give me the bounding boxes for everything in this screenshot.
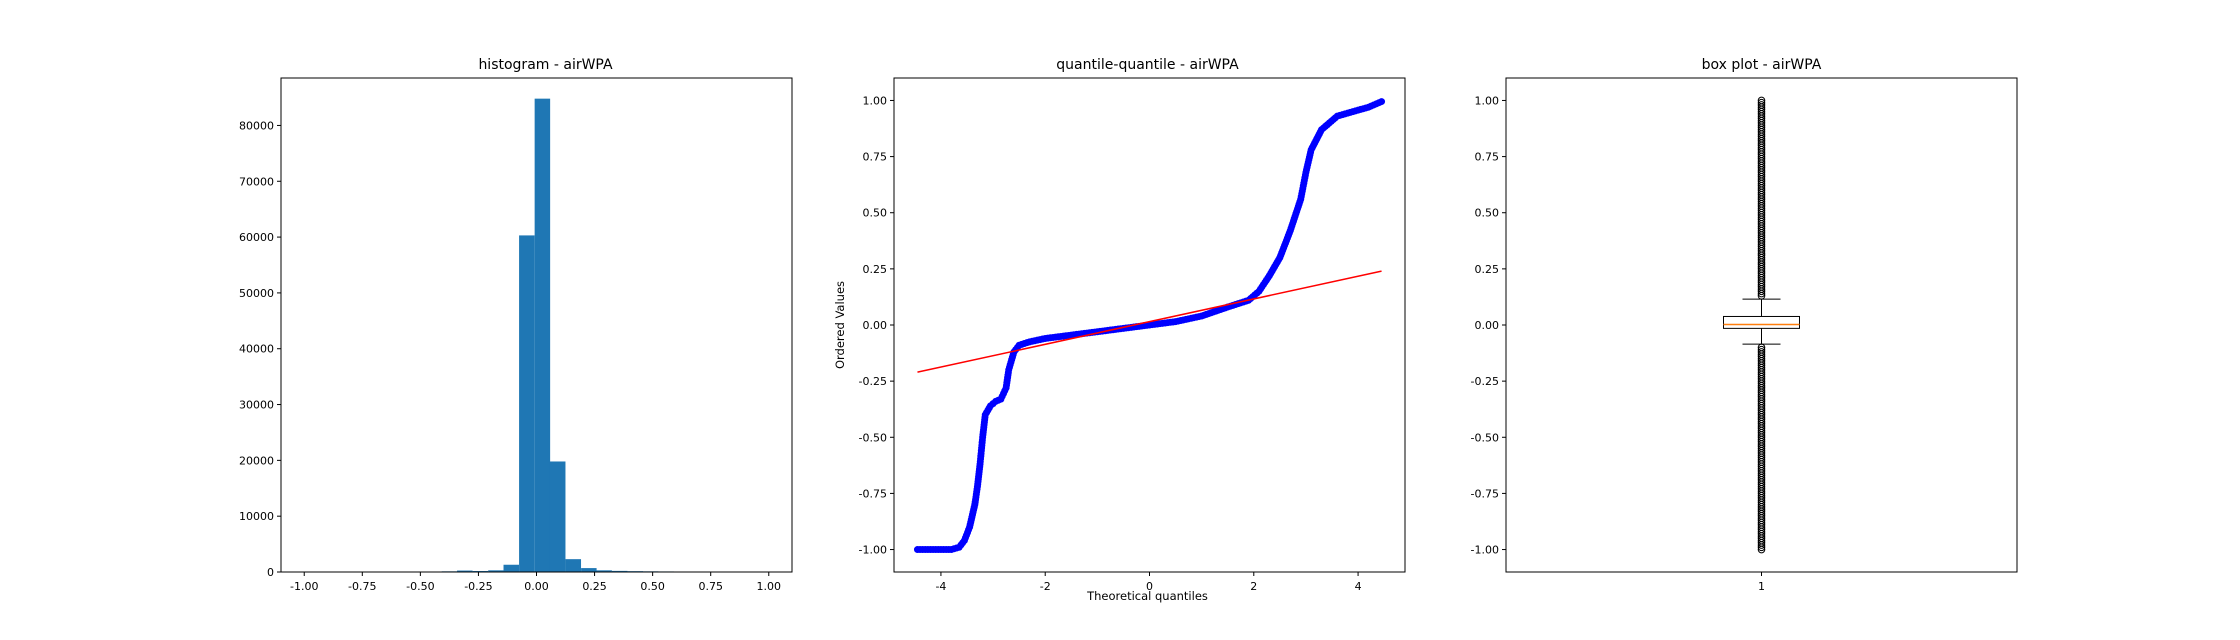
boxplot-outlier [1757,545,1766,554]
histogram-bar [549,461,566,572]
boxplot-y-tick-label: 0.00 [1475,319,1500,332]
boxplot-y-tick-label: 0.25 [1475,263,1500,276]
qq-y-label: Ordered Values [833,281,847,369]
qq-x-tick-label: -2 [1040,580,1051,593]
boxplot-title: box plot - airWPA [1702,57,1822,73]
histogram-y-tick-label: 40000 [239,343,274,356]
qq-panel: quantile-quantile - airWPA -4 -2 0 2 4 -1.00… [833,57,1406,603]
qq-x-tick-label: 2 [1250,580,1257,593]
qq-x-label: Theoretical quantiles [1086,589,1208,603]
histogram-y-tick-label: 10000 [239,510,274,523]
histogram-axes-frame [280,77,793,573]
histogram-bar [472,570,489,572]
boxplot-y-tick-label: -0.75 [1471,487,1499,500]
histogram-bar [565,559,582,572]
histogram-panel: histogram - airWPA -1.00 -0.75 -0.50 -0.25 0… [239,57,793,593]
boxplot-outlier [1757,287,1766,296]
boxplot-x-tick-label: 1 [1758,580,1765,593]
boxplot-y-tick-label: -1.00 [1471,544,1499,557]
histogram-y-tick-label: 30000 [239,399,274,412]
histogram-x-tick-label: 0.50 [640,580,665,593]
boxplot-box-group [1723,298,1800,345]
boxplot-outliers [1757,96,1766,554]
histogram-y-ticks: 0 10000 20000 30000 40000 50000 60000 70000 8000… [239,119,281,579]
histogram-title: histogram - airWPA [478,57,613,73]
qq-y-tick-label: 0.50 [863,207,888,220]
histogram-bar [581,568,597,572]
boxplot-outlier [1757,543,1766,552]
histogram-x-tick-label: 1.00 [757,580,782,593]
boxplot-outlier [1757,541,1766,549]
qq-points [913,98,1386,554]
histogram-x-tick-label: 0.25 [582,580,607,593]
qq-y-tick-label: -0.25 [859,375,887,388]
histogram-y-tick-label: 50000 [239,287,274,300]
boxplot-outlier [1757,289,1766,298]
qq-fit-line [917,270,1382,373]
histogram-y-tick-label: 0 [267,566,274,579]
boxplot-y-ticks: -1.00 -0.75 -0.50 -0.25 0.00 0.25 0.50 0.75 1.00 [1471,94,1506,557]
qq-y-tick-label: 1.00 [863,94,888,107]
qq-x-tick-label: -4 [935,580,946,593]
boxplot-y-tick-label: 1.00 [1475,94,1500,107]
histogram-y-tick-label: 20000 [239,454,274,467]
histogram-bar [503,564,520,572]
qq-y-ticks: -1.00 -0.75 -0.50 -0.25 0.00 0.25 0.50 0.75 1.00 [859,94,894,557]
qq-y-tick-label: 0.25 [863,263,888,276]
histogram-y-tick-label: 70000 [239,175,274,188]
qq-title: quantile-quantile - airWPA [1056,57,1239,73]
boxplot-y-tick-label: -0.25 [1471,375,1499,388]
boxplot-y-tick-label: -0.50 [1471,431,1499,444]
histogram-x-ticks: -1.00 -0.75 -0.50 -0.25 0.00 0.25 0.50 0.75 1.00 [290,572,781,593]
boxplot-panel: box plot - airWPA 1 -1.00 -0.75 -0.50 -0.25… [1471,57,2018,593]
qq-x-ticks: -4 -2 0 2 4 [935,572,1362,593]
qq-point [1378,98,1386,106]
histogram-bar [611,570,628,572]
qq-x-tick-label: 4 [1355,580,1362,593]
histogram-x-tick-label: 0.75 [698,580,723,593]
qq-y-tick-label: -1.00 [859,544,887,557]
qq-y-tick-label: 0.75 [863,151,888,164]
qq-axes-frame [893,77,1406,573]
qq-y-tick-label: -0.75 [859,487,887,500]
histogram-x-tick-label: 0.00 [524,580,549,593]
histogram-y-tick-label: 80000 [239,119,274,132]
boxplot-y-tick-label: 0.75 [1475,151,1500,164]
qq-y-tick-label: -0.50 [859,431,887,444]
histogram-bar [488,570,504,572]
qq-y-tick-label: 0.00 [863,319,888,332]
histogram-bar [519,235,535,573]
qq-x-tick-label: 0 [1146,580,1153,593]
histogram-x-tick-label: -0.50 [406,580,434,593]
histogram-bar [596,570,612,572]
histogram-x-tick-label: -1.00 [290,580,318,593]
histogram-x-tick-label: -0.25 [464,580,492,593]
histogram-y-tick-label: 60000 [239,231,274,244]
histogram-bar [457,570,473,572]
boxplot-box [1723,315,1800,329]
histogram-bar [534,98,551,572]
boxplot-y-tick-label: 0.50 [1475,207,1500,220]
histogram-x-tick-label: -0.75 [348,580,376,593]
boxplot-axes-frame [1505,77,2018,573]
boxplot-x-ticks: 1 [1758,572,1765,593]
